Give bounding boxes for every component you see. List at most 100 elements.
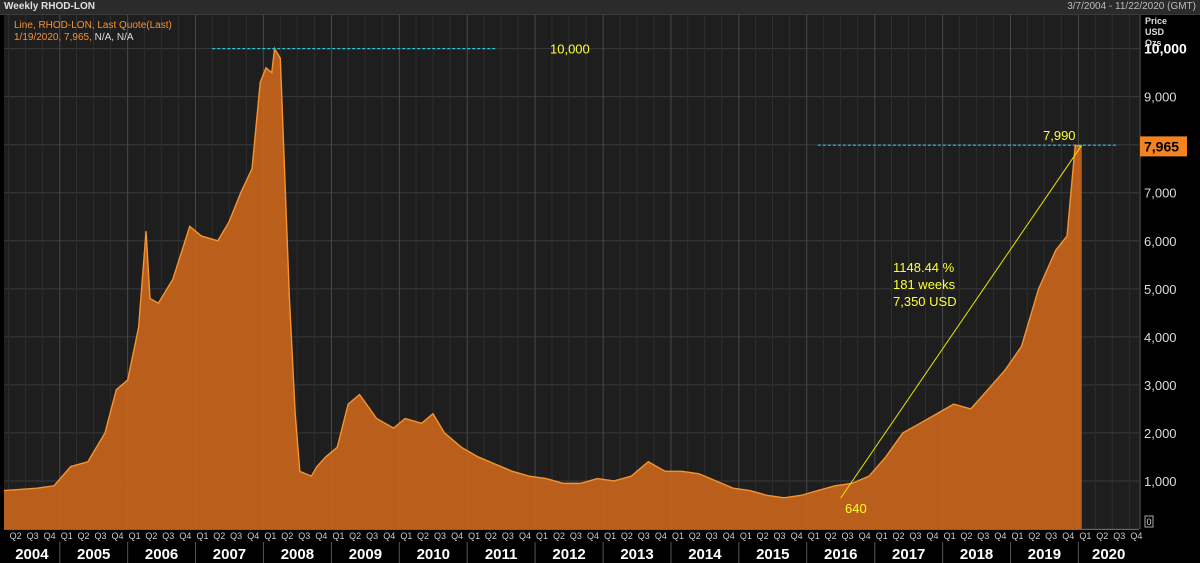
- x-tick-quarter: Q1: [332, 531, 344, 541]
- x-tick-quarter: Q2: [825, 531, 837, 541]
- x-tick-year: 2009: [349, 546, 382, 563]
- x-tick-quarter: Q3: [977, 531, 989, 541]
- x-tick-quarter: Q2: [349, 531, 361, 541]
- x-tick-quarter: Q1: [740, 531, 752, 541]
- x-tick-quarter: Q1: [197, 531, 209, 541]
- y-tick-label: 1,000: [1144, 474, 1177, 489]
- x-tick-quarter: Q1: [468, 531, 480, 541]
- x-tick-quarter: Q2: [417, 531, 429, 541]
- axis-unit-currency: USD: [1145, 27, 1165, 37]
- x-tick-quarter: Q3: [842, 531, 854, 541]
- x-tick-quarter: Q4: [859, 531, 871, 541]
- x-tick-quarter: Q3: [1113, 531, 1125, 541]
- x-tick-quarter: Q4: [655, 531, 667, 541]
- x-tick-quarter: Q2: [553, 531, 565, 541]
- x-tick-quarter: Q2: [757, 531, 769, 541]
- x-tick-quarter: Q1: [876, 531, 888, 541]
- legend-na: N/A, N/A: [94, 32, 134, 43]
- date-range: 3/7/2004 - 11/22/2020 (GMT): [1067, 1, 1196, 12]
- y-tick-label: 2,000: [1144, 426, 1177, 441]
- x-tick-quarter: Q2: [485, 531, 497, 541]
- x-tick-quarter: Q4: [451, 531, 463, 541]
- x-tick-quarter: Q1: [129, 531, 141, 541]
- x-tick-quarter: Q2: [689, 531, 701, 541]
- x-tick-year: 2016: [824, 546, 857, 563]
- x-tick-quarter: Q4: [994, 531, 1006, 541]
- x-tick-quarter: Q4: [247, 531, 259, 541]
- last-value-badge: [1140, 136, 1187, 157]
- y-tick-label: 6,000: [1144, 234, 1177, 249]
- x-tick-quarter: Q2: [78, 531, 90, 541]
- x-tick-quarter: Q3: [570, 531, 582, 541]
- trend-line: [840, 144, 1083, 499]
- x-tick-quarter: Q4: [1130, 531, 1142, 541]
- x-tick-quarter: Q1: [61, 531, 73, 541]
- x-tick-quarter: Q3: [774, 531, 786, 541]
- x-tick-quarter: Q4: [587, 531, 599, 541]
- x-tick-year: 2005: [77, 546, 110, 563]
- x-tick-year: 2004: [15, 546, 49, 563]
- x-tick-quarter: Q1: [400, 531, 412, 541]
- x-tick-quarter: Q4: [179, 531, 191, 541]
- x-tick-quarter: Q1: [1012, 531, 1024, 541]
- x-tick-quarter: Q1: [536, 531, 548, 541]
- x-tick-quarter: Q3: [366, 531, 378, 541]
- x-tick-quarter: Q3: [434, 531, 446, 541]
- x-tick-quarter: Q4: [723, 531, 735, 541]
- x-tick-quarter: Q3: [638, 531, 650, 541]
- window-title: Weekly RHOD-LON: [4, 1, 95, 12]
- annotation-weeks: 181 weeks: [893, 277, 956, 292]
- x-tick-quarter: Q3: [706, 531, 718, 541]
- x-tick-quarter: Q2: [1096, 531, 1108, 541]
- y-tick-label: 9,000: [1144, 90, 1177, 105]
- x-tick-quarter: Q2: [145, 531, 157, 541]
- y-tick-label: 3,000: [1144, 378, 1177, 393]
- x-tick-quarter: Q3: [1045, 531, 1057, 541]
- y-tick-label: 0: [1147, 517, 1152, 527]
- legend-series: Line, RHOD-LON, Last Quote(Last): [14, 20, 172, 31]
- x-tick-quarter: Q1: [264, 531, 276, 541]
- x-tick-quarter: Q2: [1028, 531, 1040, 541]
- last-value-label: 7,965: [1144, 138, 1179, 154]
- x-tick-quarter: Q4: [112, 531, 124, 541]
- y-tick-zero-box: [1144, 515, 1154, 528]
- x-tick-quarter: Q3: [230, 531, 242, 541]
- x-tick-quarter: Q2: [281, 531, 293, 541]
- x-tick-year: 2014: [688, 546, 722, 563]
- annotation-percent: 1148.44 %: [893, 260, 955, 275]
- series-line: [3, 46, 1082, 499]
- x-tick-quarter: Q1: [944, 531, 956, 541]
- x-tick-quarter: Q4: [44, 531, 56, 541]
- x-tick-quarter: Q2: [10, 531, 22, 541]
- x-tick-quarter: Q1: [672, 531, 684, 541]
- x-axis-band: [0, 529, 1200, 563]
- x-tick-quarter: Q2: [621, 531, 633, 541]
- window-titlebar: Weekly RHOD-LON 3/7/2004 - 11/22/2020 (G…: [0, 0, 1200, 15]
- y-tick-label: 7,000: [1144, 186, 1177, 201]
- annotation-7990: 7,990: [1043, 128, 1076, 143]
- series-area: [4, 48, 1082, 530]
- x-tick-quarter: Q3: [502, 531, 514, 541]
- x-tick-year: 2012: [552, 546, 585, 563]
- y-tick-label: 5,000: [1144, 282, 1177, 297]
- price-chart[interactable]: 10,000 7,990 640 1148.44 % 181 weeks 7,350 US…: [0, 15, 1200, 563]
- annotation-10000: 10,000: [550, 42, 590, 57]
- y-tick-label: 4,000: [1144, 330, 1177, 345]
- x-tick-quarter: Q3: [27, 531, 39, 541]
- annotation-usd: 7,350 USD: [893, 294, 957, 309]
- x-tick-year: 2011: [485, 546, 518, 563]
- x-tick-year: 2017: [892, 546, 925, 563]
- legend-last-point: 1/19/2020, 7,965, N/A, N/A: [14, 32, 134, 43]
- x-tick-year: 2019: [1028, 546, 1061, 563]
- annotation-640: 640: [845, 501, 867, 516]
- x-tick-quarter: Q4: [791, 531, 803, 541]
- y-tick-label: 10,000: [1144, 41, 1187, 57]
- x-tick-quarter: Q3: [909, 531, 921, 541]
- x-tick-quarter: Q1: [808, 531, 820, 541]
- x-tick-quarter: Q4: [315, 531, 327, 541]
- x-tick-year: 2015: [756, 546, 789, 563]
- x-tick-year: 2006: [145, 546, 178, 563]
- x-tick-year: 2007: [213, 546, 246, 563]
- x-tick-year: 2010: [417, 546, 450, 563]
- x-tick-quarter: Q2: [213, 531, 225, 541]
